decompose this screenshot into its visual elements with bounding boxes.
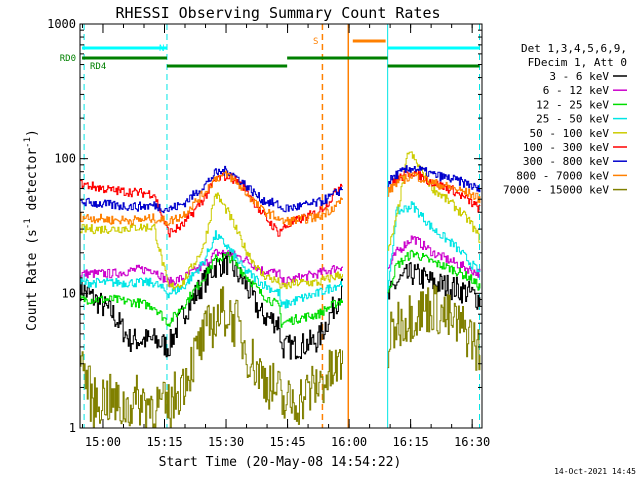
x-tick-label: 16:00 — [331, 435, 367, 449]
legend-entry-label: 800 - 7000 keV — [516, 169, 609, 182]
footer-timestamp: 14-Oct-2021 14:45 — [554, 467, 636, 476]
y-tick-label: 1000 — [47, 17, 76, 31]
legend: Det 1,3,4,5,6,9,FDecim 1, Att 03 - 6 keV… — [503, 42, 627, 197]
series-trace-6 — [80, 165, 481, 214]
series-trace-3 — [80, 201, 481, 309]
n-label: N — [159, 44, 164, 54]
y-axis-label-sup1: -1 — [23, 218, 33, 229]
legend-entry-label: 3 - 6 keV — [549, 70, 609, 83]
y-axis-label-end: ) — [25, 129, 40, 137]
s-label: S — [313, 37, 318, 47]
plot-frame — [79, 23, 483, 429]
y-axis-label-tail: detector — [25, 148, 40, 219]
rd4-label: RD4 — [90, 62, 106, 72]
observing-flags: RD0 RD4 N S — [60, 37, 480, 72]
x-tick-label: 16:30 — [454, 435, 490, 449]
x-axis-label: Start Time (20-May-08 14:54:22) — [159, 455, 402, 470]
legend-entry-label: 12 - 25 keV — [536, 98, 609, 111]
legend-entry-label: 6 - 12 keV — [543, 84, 610, 97]
axes: 1 10 100 1000 15:00 15:15 15:30 15:45 16:00 16:15… — [47, 17, 490, 449]
chart-title: RHESSI Observing Summary Count Rates — [115, 4, 440, 22]
legend-entry-label: 50 - 100 keV — [530, 127, 610, 140]
legend-header-line: Det 1,3,4,5,6,9, — [521, 42, 627, 55]
y-tick-label: 1 — [69, 421, 76, 435]
legend-entry-label: 25 - 50 keV — [536, 113, 609, 126]
legend-header-line: FDecim 1, Att 0 — [528, 56, 627, 69]
plot-area — [80, 24, 481, 429]
legend-entry-label: 100 - 300 keV — [523, 141, 609, 154]
x-tick-label: 16:15 — [393, 435, 429, 449]
series-trace-7 — [80, 170, 481, 226]
legend-entry-label: 7000 - 15000 keV — [503, 184, 609, 197]
series-trace-8 — [80, 284, 481, 429]
x-tick-label: 15:45 — [270, 435, 306, 449]
x-tick-label: 15:30 — [208, 435, 244, 449]
legend-entry-label: 300 - 800 keV — [523, 155, 609, 168]
y-axis-label-sup2: -1 — [23, 137, 33, 148]
x-tick-label: 15:15 — [146, 435, 182, 449]
y-tick-label: 100 — [54, 152, 76, 166]
y-axis-label-main: Count Rate (s — [25, 229, 40, 331]
y-axis-label: Count Rate (s-1 detector-1) — [23, 129, 40, 331]
x-tick-label: 15:00 — [85, 435, 121, 449]
y-tick-label: 10 — [62, 286, 76, 300]
rd0-label: RD0 — [60, 54, 76, 64]
series-trace-0 — [80, 251, 481, 360]
series-trace-2 — [80, 249, 481, 328]
series-trace-1 — [80, 235, 481, 288]
